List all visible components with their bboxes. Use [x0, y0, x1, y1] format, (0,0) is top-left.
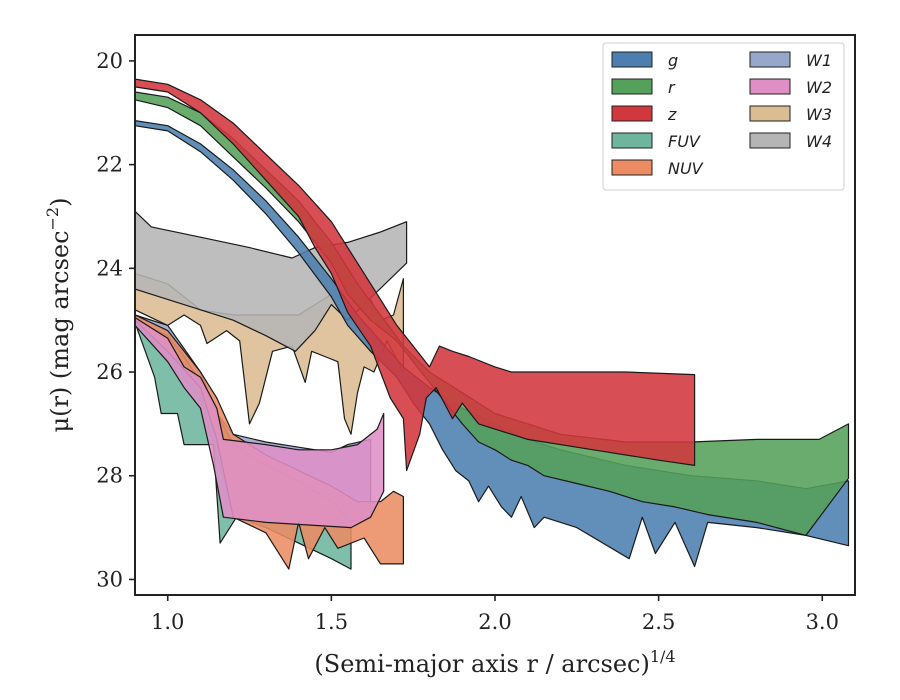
legend-label: W3	[806, 105, 832, 124]
x-tick-label: 1.5	[315, 610, 348, 634]
legend-swatch	[749, 132, 791, 149]
y-axis: 20 22 24 26 28 30	[96, 49, 135, 591]
y-axis-label-exponent: −2	[43, 207, 62, 231]
legend-item-nuv: NUV	[611, 159, 704, 178]
legend-label: NUV	[668, 159, 704, 178]
x-axis-label: (Semi-major axis r / arcsec)1/4	[314, 647, 675, 678]
legend-label: W4	[806, 132, 832, 151]
y-axis-label-suffix: )	[46, 198, 74, 207]
band-w2	[134, 317, 385, 529]
legend-label: z	[667, 105, 677, 124]
x-axis-label-exponent: 1/4	[650, 647, 676, 666]
y-tick-label: 30	[96, 567, 123, 591]
legend: grz FUV NUV W1 W2 W3 W4	[602, 42, 845, 191]
x-tick-label: 2.0	[478, 610, 511, 634]
band-z	[134, 78, 696, 472]
legend-swatch	[611, 51, 653, 68]
legend-label: FUV	[668, 132, 701, 151]
y-tick-label: 22	[96, 153, 123, 177]
legend-swatch	[749, 105, 791, 122]
x-tick-label: 2.5	[642, 610, 675, 634]
legend-swatch	[611, 105, 653, 122]
legend-label: W2	[806, 78, 832, 97]
legend-swatch	[611, 78, 653, 95]
legend-label: g	[668, 51, 678, 70]
legend-item-w3: W3	[749, 105, 832, 124]
legend-item-w2: W2	[749, 78, 832, 97]
legend-item-fuv: FUV	[611, 132, 701, 151]
legend-swatch	[749, 78, 791, 95]
legend-swatch	[611, 132, 653, 149]
profile-bands	[134, 78, 850, 570]
y-axis-label: μ(r) (mag arcsec−2)	[43, 198, 74, 433]
legend-item-w4: W4	[749, 132, 832, 151]
x-axis: 1.0 1.5 2.0 2.5 3.0	[151, 595, 839, 634]
y-tick-label: 26	[96, 360, 123, 384]
legend-swatch	[611, 159, 653, 176]
legend-item-g: g	[611, 51, 678, 70]
y-tick-label: 28	[96, 464, 123, 488]
legend-swatch	[749, 51, 791, 68]
y-tick-label: 20	[96, 49, 123, 73]
legend-item-r: r	[611, 78, 676, 97]
x-tick-label: 1.0	[151, 610, 184, 634]
legend-label: r	[668, 78, 676, 97]
legend-item-w1: W1	[749, 51, 832, 70]
legend-label: W1	[806, 51, 832, 70]
y-tick-label: 24	[96, 256, 123, 280]
legend-item-z: z	[611, 105, 677, 124]
x-tick-label: 3.0	[806, 610, 839, 634]
